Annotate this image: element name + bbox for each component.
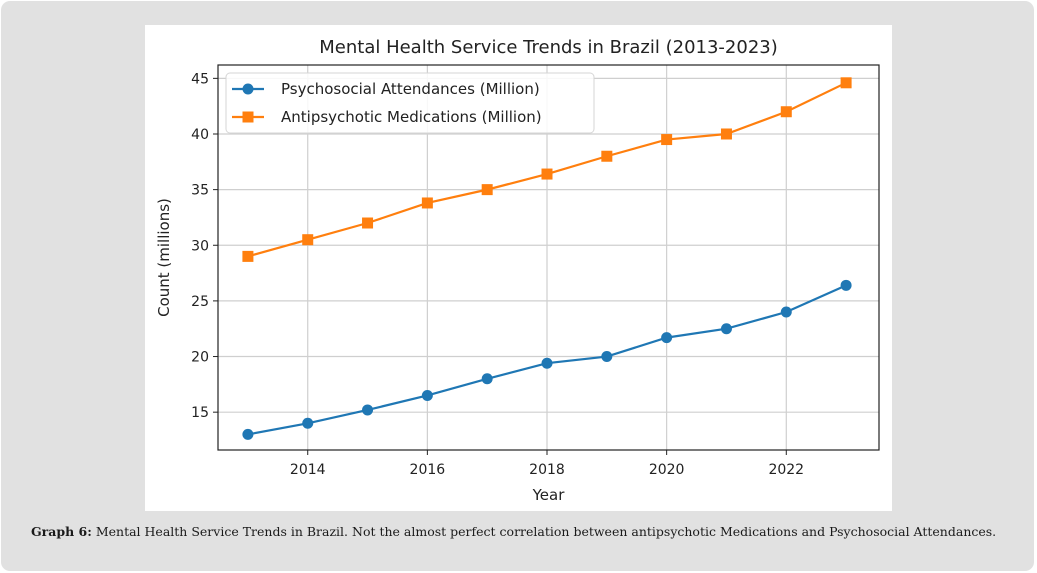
- legend-label: Psychosocial Attendances (Million): [281, 80, 540, 98]
- x-tick-label: 2014: [290, 462, 326, 478]
- y-tick-label: 45: [191, 71, 209, 87]
- data-point: [661, 134, 673, 146]
- x-tick-label: 2016: [410, 462, 446, 478]
- data-point: [481, 184, 493, 196]
- data-point: [601, 351, 613, 363]
- figure-caption: Graph 6: Mental Health Service Trends in…: [31, 523, 1005, 540]
- legend-box: [225, 72, 595, 134]
- data-point: [362, 217, 374, 229]
- data-point: [780, 306, 792, 318]
- data-point: [840, 77, 852, 89]
- y-tick-label: 40: [191, 127, 209, 143]
- data-point: [302, 417, 314, 429]
- legend-label: Antipsychotic Medications (Million): [281, 108, 542, 126]
- data-point: [421, 389, 433, 401]
- series-antipsychotic-medications: [242, 77, 852, 262]
- y-tick-label: 25: [191, 294, 209, 310]
- y-tick-label: 30: [191, 238, 209, 254]
- legend: Psychosocial Attendances (Million) Antips…: [225, 72, 595, 134]
- legend-item: Antipsychotic Medications (Million): [232, 108, 542, 126]
- data-point: [302, 234, 314, 246]
- data-point: [780, 106, 792, 118]
- legend-marker: [242, 111, 254, 123]
- x-tick-label: 2020: [649, 462, 685, 478]
- data-point: [601, 150, 613, 162]
- line-chart: 2014 2016 2018 2020 2022 15 20 25 30 35 40 45 Menta…: [155, 37, 880, 504]
- legend-item: Psychosocial Attendances (Million): [232, 80, 540, 98]
- chart-title: Mental Health Service Trends in Brazil (…: [319, 37, 778, 58]
- data-point: [242, 250, 254, 262]
- y-axis-title: Count (millions): [155, 198, 173, 317]
- series-layer: [242, 77, 852, 440]
- y-tick-label: 15: [191, 405, 209, 421]
- series-psychosocial-attendances: [242, 279, 852, 440]
- data-point: [720, 128, 732, 140]
- data-point: [421, 197, 433, 209]
- data-point: [541, 357, 553, 369]
- data-point: [362, 404, 374, 416]
- y-tick-label: 20: [191, 350, 209, 366]
- ticks: 2014 2016 2018 2020 2022 15 20 25 30 35 40 45: [191, 71, 804, 478]
- legend-marker: [242, 83, 254, 95]
- x-tick-label: 2018: [529, 462, 565, 478]
- axes-frame: [217, 64, 880, 451]
- data-point: [840, 279, 852, 291]
- data-point: [661, 332, 673, 344]
- data-point: [242, 428, 254, 440]
- x-tick-label: 2022: [768, 462, 804, 478]
- data-point: [541, 168, 553, 180]
- data-point: [720, 323, 732, 335]
- caption-label: Graph 6:: [31, 524, 92, 539]
- data-point: [481, 373, 493, 385]
- x-axis-title: Year: [532, 486, 566, 504]
- chart-figure: 2014 2016 2018 2020 2022 15 20 25 30 35 40 45 Menta…: [145, 25, 892, 511]
- caption-text: Mental Health Service Trends in Brazil. …: [91, 524, 997, 539]
- y-tick-label: 35: [191, 183, 209, 199]
